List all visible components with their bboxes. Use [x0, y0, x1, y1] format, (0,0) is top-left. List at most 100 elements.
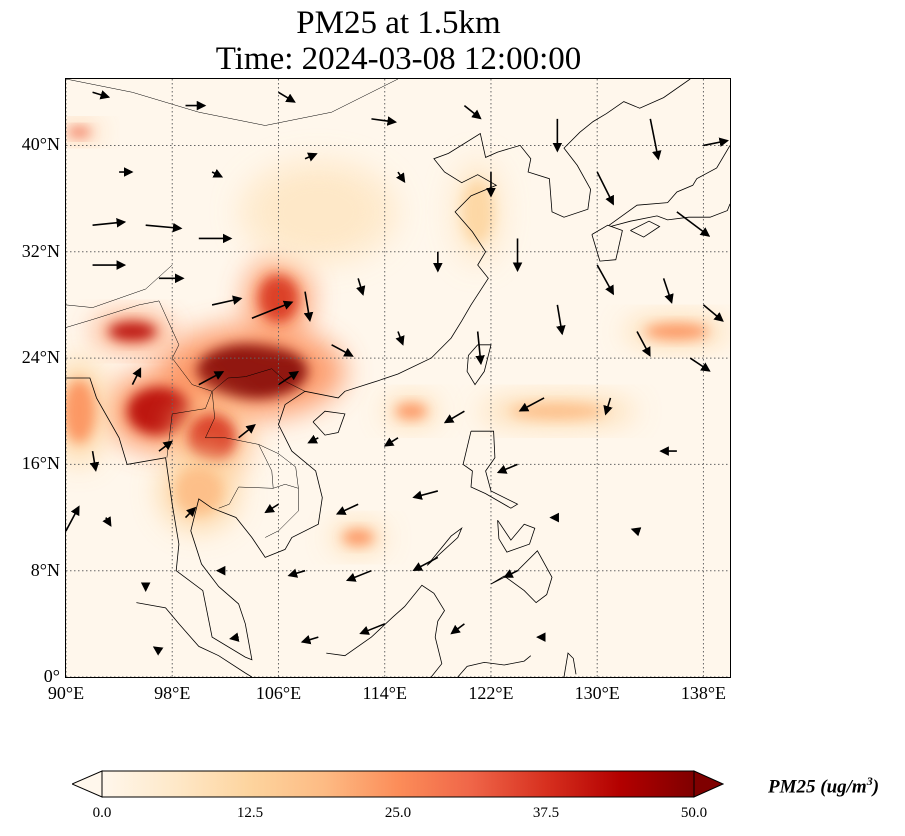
- wind-arrow: [702, 304, 724, 322]
- wind-arrow: [603, 397, 613, 416]
- pm25-plume: [174, 467, 223, 515]
- country-border: [66, 264, 173, 308]
- pm25-plume: [258, 274, 299, 323]
- wind-arrow: [229, 632, 240, 642]
- wind-arrow: [331, 344, 354, 357]
- coastline-palawan: [426, 527, 463, 566]
- wind-arrow: [251, 300, 294, 319]
- wind-arrow: [287, 568, 306, 578]
- wind-arrow: [383, 437, 399, 447]
- coastline-borneo: [326, 584, 445, 677]
- coastline-japan-honshu-south: [610, 203, 730, 227]
- wind-arrow: [703, 137, 730, 147]
- wind-arrow: [92, 217, 127, 228]
- lon-tick-label: 90°E: [47, 683, 85, 703]
- coastline-mindanao: [490, 550, 553, 604]
- coastline-mainland-coast: [66, 79, 691, 661]
- pm25-plume: [67, 127, 92, 137]
- wind-arrow: [158, 440, 174, 452]
- wind-arrow: [335, 503, 359, 515]
- lat-tick-label: 24°N: [21, 347, 60, 368]
- country-border: [265, 484, 299, 538]
- lon-tick-label: 138°E: [680, 683, 727, 703]
- wind-arrow: [356, 278, 366, 296]
- lon-tick-label: 98°E: [154, 683, 191, 703]
- wind-arrow: [238, 424, 256, 439]
- wind-arrow: [278, 91, 296, 103]
- pm25-plume: [127, 387, 191, 436]
- country-borders: [66, 79, 399, 538]
- coastline-hainan: [312, 410, 346, 436]
- map-title: PM25 at 1.5km: [296, 5, 501, 41]
- lat-lon-gridlines: [66, 79, 730, 677]
- wind-arrow: [152, 646, 164, 656]
- wind-arrow: [345, 569, 372, 582]
- wind-arrow: [475, 331, 485, 366]
- coastline-japan-kyushu: [591, 224, 623, 262]
- colorbar-tick-label: 37.5: [532, 805, 560, 821]
- wind-arrow: [630, 527, 642, 537]
- colorbar-extend-max: [693, 770, 724, 798]
- wind-arrow: [211, 168, 224, 178]
- wind-arrow: [395, 171, 406, 183]
- country-border: [258, 444, 299, 489]
- wind-arrow: [662, 278, 674, 304]
- lon-tick-label: 114°E: [362, 683, 407, 703]
- country-border: [66, 79, 399, 126]
- wind-arrow: [304, 152, 318, 162]
- coastline-sumatra: [136, 602, 253, 677]
- colorbar-extend-min: [72, 770, 103, 798]
- wind-arrow: [102, 516, 112, 527]
- wind-arrow: [596, 171, 614, 206]
- wind-arrow: [556, 304, 566, 336]
- wind-arrow: [596, 264, 614, 296]
- wind-arrow: [264, 503, 279, 514]
- wind-arrow: [450, 623, 465, 635]
- wind-arrow: [145, 222, 183, 233]
- wind-arrow: [412, 490, 439, 500]
- wind-arrow: [278, 370, 300, 386]
- lon-tick-label: 130°E: [574, 683, 620, 703]
- wind-arrow: [198, 371, 225, 386]
- colorbar-tick-label: 25.0: [384, 805, 412, 821]
- wind-arrow: [66, 505, 80, 532]
- coastline-halmahera: [563, 652, 577, 677]
- wind-arrow: [211, 295, 243, 306]
- wind-arrow: [443, 410, 465, 424]
- pm25-plume: [509, 403, 606, 420]
- lon-tick-label: 122°E: [468, 683, 514, 703]
- country-border: [66, 300, 160, 328]
- wind-arrow: [518, 397, 545, 412]
- pm25-plume: [196, 343, 308, 400]
- country-border: [158, 300, 213, 458]
- wind-arrow: [503, 569, 518, 578]
- coastline-visayas: [497, 519, 536, 553]
- wind-arrow: [395, 331, 405, 346]
- wind-arrow: [131, 367, 142, 386]
- wind-arrow: [496, 463, 518, 474]
- pm25-plume: [108, 321, 157, 342]
- country-border: [211, 368, 306, 392]
- wind-arrow: [412, 556, 439, 571]
- pm25-plume: [461, 179, 494, 244]
- country-border: [205, 391, 274, 509]
- coastline-japan-honshu: [608, 145, 730, 226]
- lat-tick-label: 32°N: [21, 240, 60, 261]
- wind-arrow: [676, 211, 711, 237]
- wind-arrow: [307, 434, 319, 444]
- wind-arrow: [303, 291, 314, 323]
- wind-arrow: [300, 635, 319, 645]
- wind-arrow: [371, 116, 398, 126]
- colorbar-tick-label: 12.5: [236, 805, 264, 821]
- pm25-plume: [645, 323, 709, 340]
- wind-arrow: [649, 118, 662, 161]
- coastline-taiwan: [466, 344, 492, 386]
- coastline-luzon: [462, 430, 519, 509]
- map-panel: [65, 78, 731, 678]
- coastlines: [66, 79, 730, 677]
- wind-arrow: [636, 331, 651, 357]
- wind-arrow: [92, 90, 111, 100]
- pm25-field: [66, 79, 730, 677]
- wind-arrow: [689, 357, 711, 372]
- wind-arrow: [359, 623, 386, 635]
